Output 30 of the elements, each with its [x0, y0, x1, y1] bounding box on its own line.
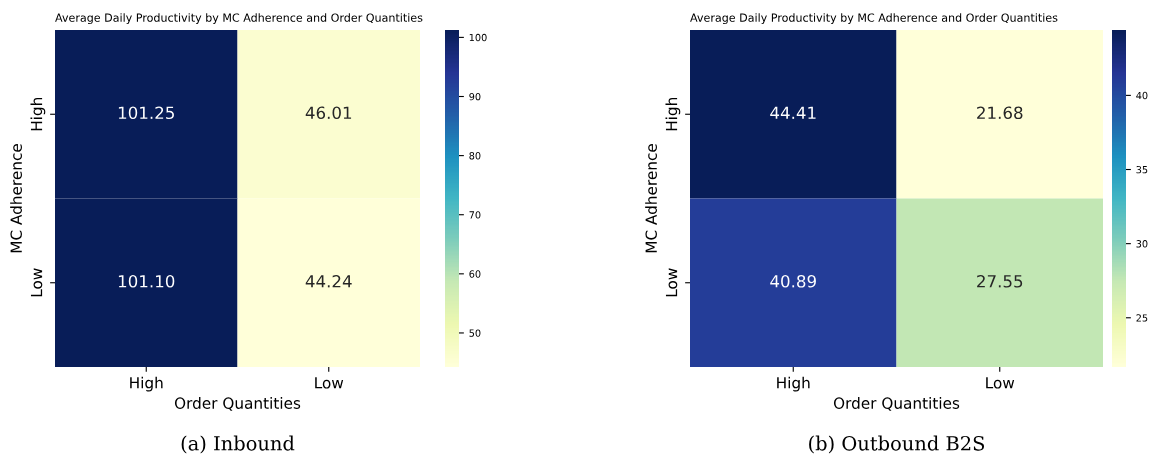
color-bar-label: 70	[469, 211, 481, 219]
x-tick-label: Low	[986, 377, 1015, 389]
y-axis-title: MC Adherence	[645, 144, 657, 253]
data-label: 101.10	[118, 274, 175, 288]
x-tick-label: Low	[315, 377, 344, 389]
color-bar-label: 100	[469, 33, 487, 42]
color-bar-label: 80	[469, 152, 481, 160]
y-axis-title: MC Adherence	[10, 144, 22, 253]
text: (a) Inbound	[181, 435, 295, 454]
x-axis-title: Order Quantities	[833, 397, 960, 411]
data-label: 46.01	[305, 106, 352, 120]
color-bar-label: 60	[469, 270, 481, 278]
text: (b) Outbound B2S	[809, 435, 985, 454]
x-axis-title: Order Quantities	[174, 397, 301, 411]
color-bar-label: 50	[469, 329, 481, 337]
x-tick-label: High	[130, 376, 163, 392]
data-label: 27.55	[977, 274, 1023, 288]
data-label: 44.24	[305, 274, 352, 288]
color-bar-label: 25	[1136, 314, 1148, 322]
data-label: 21.68	[977, 106, 1023, 120]
color-bar-label: 30	[1136, 240, 1148, 248]
color-bar-label: 35	[1136, 165, 1148, 174]
color-bar-label: 40	[1136, 91, 1148, 100]
color-bar-label: 90	[469, 92, 481, 101]
data-label: 44.41	[770, 106, 816, 119]
data-label: 40.89	[770, 274, 816, 288]
data-label: 101.25	[118, 106, 174, 120]
chart-title: Average Daily Productivity by MC Adherence and Order Quantities	[55, 13, 423, 24]
chart-title: Average Daily Productivity by MC Adherence and Order Quantities	[690, 13, 1058, 24]
x-tick-label: High	[777, 376, 810, 392]
